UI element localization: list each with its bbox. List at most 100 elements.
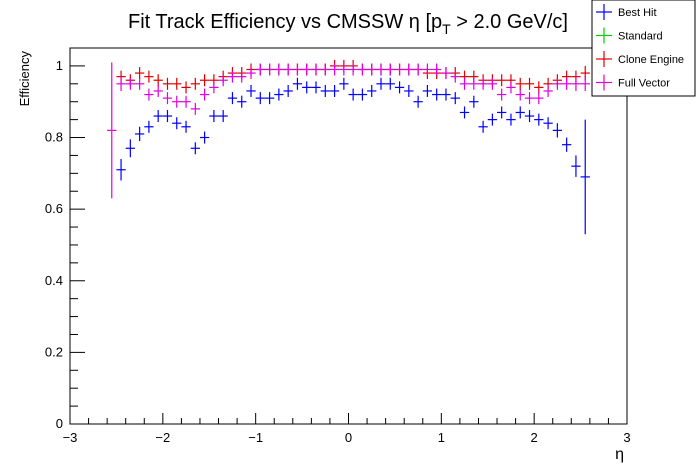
chart-title-main: Fit Track Efficiency vs CMSSW η [p — [128, 11, 442, 33]
data-point — [172, 117, 182, 130]
data-point — [515, 88, 525, 101]
data-point — [552, 123, 563, 138]
data-point — [506, 113, 516, 126]
x-tick-label: −1 — [248, 430, 263, 445]
data-point — [199, 74, 210, 87]
data-point — [506, 81, 516, 94]
chart-title-subscript: T — [442, 21, 451, 37]
legend: Best Hit Standard Clone Engine Full Vector — [591, 0, 696, 97]
data-point — [459, 77, 470, 90]
data-point — [162, 77, 173, 90]
data-point — [339, 63, 349, 76]
data-point — [376, 63, 386, 76]
data-point — [181, 95, 191, 108]
x-tick-label: 2 — [531, 430, 538, 445]
chart-title-tail: > 2.0 GeV/c] — [451, 11, 568, 33]
series-layer — [107, 59, 590, 235]
data-point — [246, 84, 256, 97]
data-point — [348, 88, 358, 101]
data-point — [283, 63, 293, 76]
data-point — [134, 67, 145, 80]
data-point — [255, 92, 265, 105]
data-point — [190, 102, 200, 115]
data-point — [394, 81, 405, 94]
data-point — [524, 110, 535, 123]
data-point — [199, 88, 210, 101]
data-point — [292, 63, 303, 76]
y-tick-label: 0.8 — [45, 130, 63, 145]
y-tick-label: 0 — [56, 416, 63, 431]
data-point — [153, 84, 163, 97]
data-point — [144, 120, 154, 133]
data-point — [255, 63, 265, 76]
data-point — [469, 95, 479, 108]
data-point — [134, 126, 145, 142]
legend-label: Best Hit — [618, 7, 657, 19]
data-point — [534, 81, 544, 94]
data-point — [339, 77, 349, 90]
data-point — [580, 119, 590, 235]
data-point — [478, 77, 488, 90]
y-axis: 0 0.2 0.4 0.6 0.8 1 — [45, 47, 85, 431]
data-point — [497, 106, 507, 119]
data-point — [227, 92, 238, 105]
data-point — [172, 77, 182, 90]
x-axis: −3 −2 −1 0 1 2 3 — [63, 413, 631, 445]
series-best-hit — [116, 77, 590, 235]
data-point — [571, 155, 581, 177]
data-point — [441, 88, 451, 101]
data-point — [125, 139, 135, 158]
data-point — [172, 95, 182, 108]
data-point — [218, 110, 228, 123]
legend-items: Best Hit Standard Clone Engine Full Vector — [596, 4, 684, 91]
data-point — [107, 62, 117, 199]
data-point — [580, 76, 590, 91]
data-point — [283, 84, 293, 97]
series-full-vector — [107, 62, 590, 199]
data-point — [264, 92, 275, 105]
data-point — [209, 110, 219, 123]
y-tick-label: 0.6 — [45, 201, 63, 216]
data-point — [497, 88, 507, 101]
data-point — [534, 113, 544, 126]
data-point — [413, 63, 423, 76]
data-point — [348, 63, 358, 76]
data-point — [162, 110, 173, 123]
data-point — [153, 74, 163, 87]
data-point — [199, 131, 210, 144]
legend-item: Full Vector — [596, 74, 670, 91]
data-point — [367, 63, 377, 76]
data-point — [227, 70, 238, 83]
legend-label: Clone Engine — [618, 54, 684, 66]
data-point — [181, 120, 191, 133]
data-point — [515, 77, 525, 90]
data-point — [534, 92, 544, 105]
data-point — [394, 63, 405, 76]
data-point — [116, 76, 126, 91]
data-point — [376, 77, 386, 90]
data-point — [320, 84, 330, 97]
data-point — [367, 84, 377, 97]
data-point — [562, 137, 572, 152]
data-point — [357, 88, 368, 101]
data-point — [441, 67, 451, 80]
data-point — [543, 117, 553, 130]
data-point — [264, 63, 275, 76]
chart-title: Fit Track Efficiency vs CMSSW η [pT > 2.… — [128, 11, 568, 37]
data-point — [469, 77, 479, 90]
data-point — [571, 76, 581, 91]
legend-item: Best Hit — [596, 4, 657, 20]
legend-box — [591, 0, 696, 97]
data-point — [162, 92, 173, 105]
x-tick-label: −3 — [63, 430, 78, 445]
data-point — [190, 77, 200, 90]
data-point — [524, 77, 535, 90]
legend-item: Clone Engine — [596, 51, 684, 67]
data-point — [134, 77, 145, 90]
data-point — [404, 84, 414, 97]
data-point — [385, 63, 395, 76]
y-tick-label: 1 — [56, 58, 63, 73]
data-point — [320, 63, 330, 76]
x-axis-label: η — [615, 446, 624, 463]
